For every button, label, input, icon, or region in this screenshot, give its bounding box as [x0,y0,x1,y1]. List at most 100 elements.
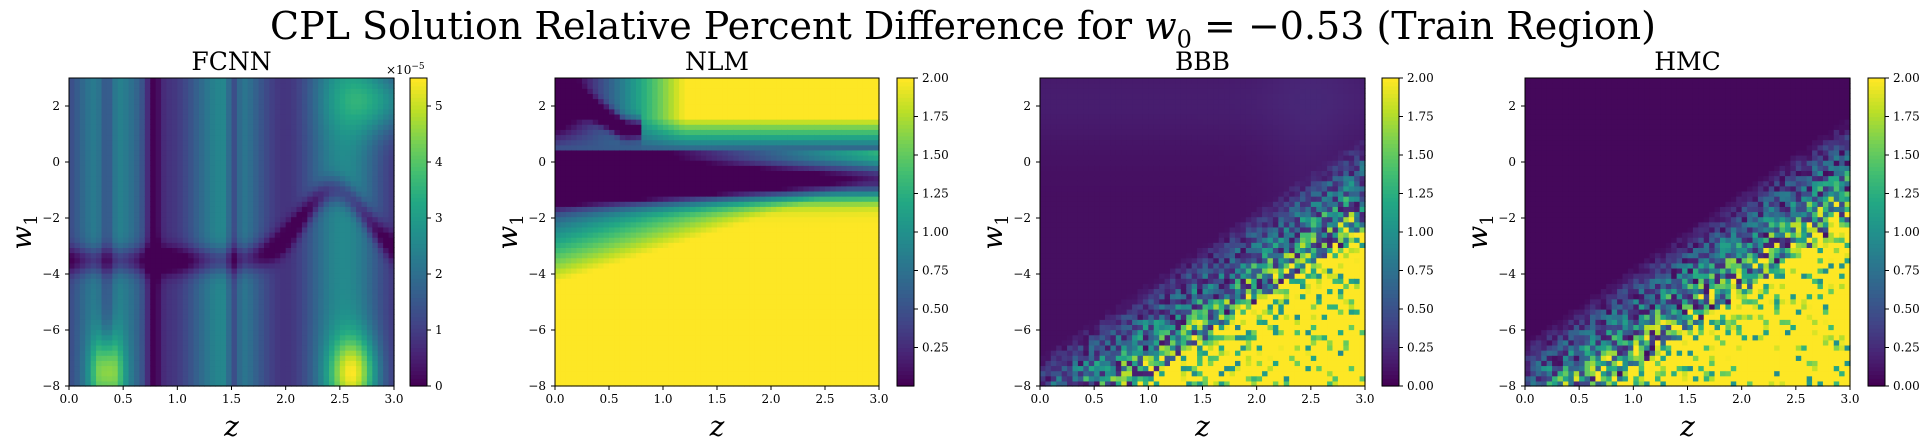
heatmap-cell [620,288,626,294]
heatmap-cell [658,294,664,300]
heatmap-cell [367,165,373,171]
heatmap-cell [85,114,91,120]
heatmap-cell [313,78,319,84]
heatmap-cell [566,294,572,300]
heatmap-cell [636,134,642,140]
heatmap-cell [302,160,308,166]
heatmap-cell [129,83,135,89]
heatmap-cell [242,319,248,325]
heatmap-cell [161,109,167,115]
heatmap-cell [139,104,145,110]
heatmap-cell [275,232,281,238]
heatmap-cell [658,217,664,223]
heatmap-cell [269,181,275,187]
heatmap-cell [329,335,335,341]
heatmap-cell [307,83,313,89]
heatmap-cell [215,283,221,289]
heatmap-cell [69,217,75,223]
heatmap-cell [112,294,118,300]
heatmap-cell [123,78,129,84]
heatmap-cell [215,160,221,166]
heatmap-cell [91,376,97,382]
heatmap-cell [80,186,86,192]
heatmap-cell [237,237,243,243]
heatmap-cell [641,165,647,171]
heatmap-cell [367,99,373,105]
heatmap-cell [625,350,631,356]
heatmap-cell [302,294,308,300]
heatmap-cell [566,176,572,182]
heatmap-cell [582,145,588,151]
heatmap-cell [215,211,221,217]
heatmap-cell [204,170,210,176]
heatmap-cell [102,211,108,217]
heatmap-cell [156,165,162,171]
heatmap-cell [383,160,389,166]
heatmap-cell [183,140,189,146]
heatmap-cell [226,114,232,120]
heatmap-cell [582,119,588,125]
heatmap-cell [383,294,389,300]
heatmap-cell [264,170,270,176]
heatmap-cell [663,217,669,223]
heatmap-cell [107,206,113,212]
heatmap-cell [199,355,205,361]
heatmap-cell [614,283,620,289]
heatmap-cell [264,253,270,259]
heatmap-cell [107,294,113,300]
heatmap-cell [161,181,167,187]
heatmap-cell [598,227,604,233]
heatmap-cell [145,247,151,253]
heatmap-cell [139,319,145,325]
heatmap-cell [91,211,97,217]
heatmap-cell [253,191,259,197]
heatmap-cell [297,165,303,171]
heatmap-cell [210,288,216,294]
heatmap-cell [582,304,588,310]
heatmap-cell [123,278,129,284]
heatmap-cell [183,78,189,84]
heatmap-cell [318,196,324,202]
colorbar-tick-label: 3 [435,211,443,225]
heatmap-cell [587,299,593,305]
heatmap-cell [560,181,566,187]
heatmap-cell [297,211,303,217]
heatmap-cell [291,324,297,330]
heatmap-cell [80,365,86,371]
heatmap-cell [237,114,243,120]
heatmap-cell [604,376,610,382]
heatmap-cell [237,299,243,305]
heatmap-cell [641,109,647,115]
heatmap-cell [199,109,205,115]
heatmap-cell [286,227,292,233]
heatmap-cell [604,288,610,294]
heatmap-cell [636,88,642,94]
heatmap-cell [161,227,167,233]
heatmap-cell [156,376,162,382]
heatmap-cell [150,232,156,238]
heatmap-cell [150,288,156,294]
heatmap-cell [383,99,389,105]
heatmap-cell [161,176,167,182]
heatmap-cell [118,217,124,223]
heatmap-cell [150,319,156,325]
heatmap-cell [237,196,243,202]
heatmap-cell [194,129,200,135]
heatmap-cell [221,186,227,192]
heatmap-cell [96,217,102,223]
heatmap-cell [248,99,254,105]
heatmap-cell [264,165,270,171]
heatmap-cell [237,129,243,135]
heatmap-cell [555,350,561,356]
heatmap-cell [226,93,232,99]
heatmap-cell [297,314,303,320]
heatmap-cell [324,299,330,305]
heatmap-cell [378,140,384,146]
heatmap-cell [614,376,620,382]
heatmap-cell [91,273,97,279]
heatmap-cell [253,88,259,94]
heatmap-cell [215,191,221,197]
heatmap-cell [555,176,561,182]
heatmap-cell [199,365,205,371]
heatmap-cell [123,330,129,336]
